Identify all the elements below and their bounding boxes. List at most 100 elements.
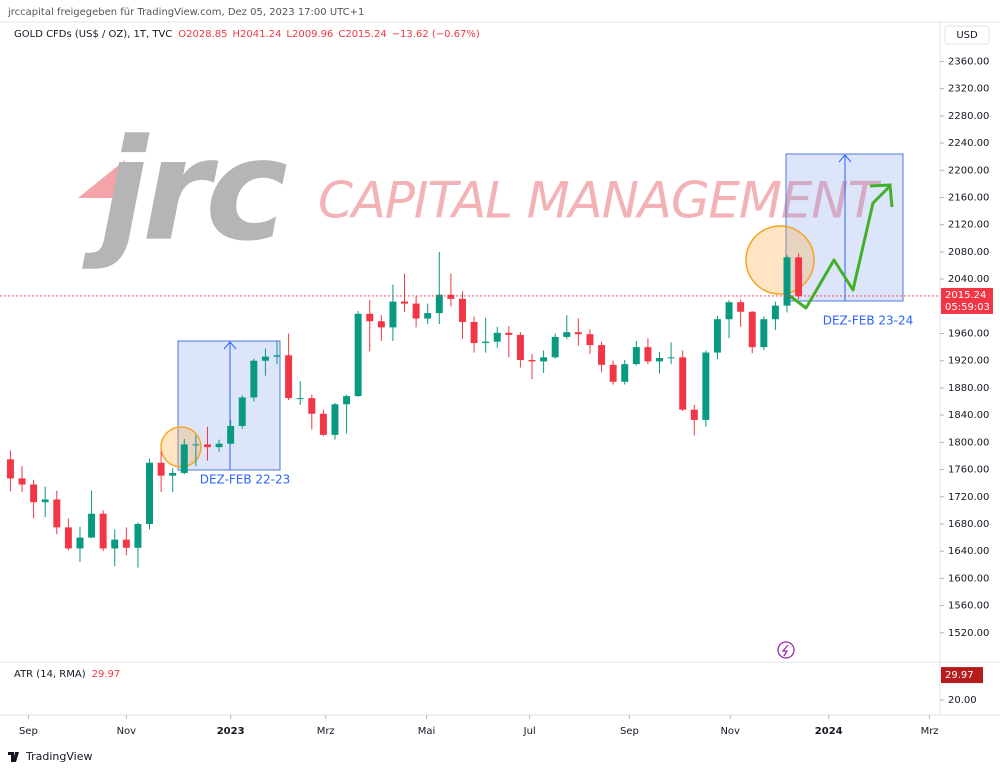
last-price-label: 2015.24 xyxy=(945,290,986,301)
candle-body xyxy=(470,321,478,344)
candle-body xyxy=(737,302,745,312)
x-tick-label: Nov xyxy=(117,726,137,737)
candle-body xyxy=(215,443,223,448)
candle-body xyxy=(679,357,687,410)
x-tick-label: Sep xyxy=(620,726,639,737)
footer-logo-mark xyxy=(8,752,19,762)
x-tick-label: Nov xyxy=(720,726,740,737)
currency-button[interactable] xyxy=(944,25,990,45)
candle-body xyxy=(690,409,698,420)
currency[interactable]: USD xyxy=(956,30,978,41)
forecast-path xyxy=(789,184,892,310)
candle-body xyxy=(482,341,490,344)
x-tick-label: Mrz xyxy=(921,726,939,737)
watermark-text: CAPITAL MANAGEMENT xyxy=(318,172,881,230)
candle-body xyxy=(725,302,733,320)
candle-body xyxy=(667,357,675,359)
arrow-head xyxy=(838,154,852,163)
candle-body xyxy=(343,396,351,405)
candle-body xyxy=(180,444,188,473)
candle-body xyxy=(169,472,177,476)
legend-value: H2041.24 xyxy=(233,29,282,40)
highlight-circle xyxy=(745,225,815,295)
watermark-mark xyxy=(78,160,125,198)
candle-body xyxy=(540,357,548,362)
x-tick-label: Sep xyxy=(19,726,38,737)
footer: TradingView xyxy=(8,750,92,763)
y-tick-label: 1840.00 xyxy=(948,410,989,421)
candle-body xyxy=(458,298,466,322)
x-tick-label: Mai xyxy=(418,726,436,737)
candle-body xyxy=(319,413,327,435)
shared-by: jrccapital freigegeben für TradingView.c… xyxy=(7,7,364,18)
candle-body xyxy=(621,364,629,382)
y-tick-label: 1560.00 xyxy=(948,601,989,612)
candle-body xyxy=(122,539,130,548)
candle-body xyxy=(435,294,443,314)
legend-value: −13.62 (−0.67%) xyxy=(392,29,480,40)
legend: GOLD CFDs (US$ / OZ), 1T, TVC O2028.85 H20… xyxy=(14,29,480,680)
candle-body xyxy=(412,303,420,319)
candle-body xyxy=(586,334,594,346)
y-tick-label: 1680.00 xyxy=(948,519,989,530)
x-tick-label: Mrz xyxy=(317,726,335,737)
candle-body xyxy=(447,294,455,299)
event-icon-bolt xyxy=(781,644,789,657)
candle-body xyxy=(331,404,339,435)
y-tick-label: 2040.00 xyxy=(948,274,989,285)
event-icon[interactable] xyxy=(777,641,795,659)
candle-body xyxy=(493,332,501,342)
y-tick-label: 20.00 xyxy=(948,695,977,706)
candle-body xyxy=(308,398,316,414)
y-tick-label: 1720.00 xyxy=(948,492,989,503)
candle-body xyxy=(505,332,513,335)
candle-body xyxy=(563,332,571,337)
candle-body xyxy=(795,257,803,297)
y-tick-label: 2240.00 xyxy=(948,138,989,149)
candle-body xyxy=(401,301,408,304)
candle-body xyxy=(760,319,768,348)
plot: 1520.00 1560.00 1600.00 1640.00 1680.00 1720.… xyxy=(0,56,993,737)
legend-title: GOLD CFDs (US$ / OZ), 1T, TVC xyxy=(14,29,172,40)
candle-body xyxy=(273,355,281,357)
candle-body xyxy=(551,336,559,358)
candle-body xyxy=(41,499,49,503)
candle-body xyxy=(192,444,200,446)
candle-body xyxy=(6,459,14,479)
candle-body xyxy=(783,257,791,306)
candle-body xyxy=(99,513,107,549)
candle-body xyxy=(30,484,38,503)
y-tick-label: 1760.00 xyxy=(948,465,989,476)
candle-body xyxy=(609,364,617,382)
countdown: 05:59:03 xyxy=(945,302,990,313)
candle-body xyxy=(285,355,293,399)
candle-body xyxy=(598,345,606,365)
y-tick-label: 2200.00 xyxy=(948,165,989,176)
candle-body xyxy=(574,332,582,335)
footer-logo: TradingView xyxy=(25,750,92,763)
candle-body xyxy=(203,444,211,448)
watermark: jrc CAPITAL MANAGEMENT xyxy=(78,110,881,273)
annotation-label: DEZ-FEB 22-23 xyxy=(200,473,291,487)
y-tick-label: 2320.00 xyxy=(948,84,989,95)
y-tick-label: 1600.00 xyxy=(948,573,989,584)
y-tick-label: 1640.00 xyxy=(948,546,989,557)
annotation-label: DEZ-FEB 23-24 xyxy=(823,314,914,328)
range-box xyxy=(177,340,281,471)
indicator-tag xyxy=(941,667,983,684)
y-tick-label: 1880.00 xyxy=(948,383,989,394)
candle-body xyxy=(53,499,61,528)
last-price-tag xyxy=(941,287,993,314)
y-tick-label: 2080.00 xyxy=(948,247,989,258)
candle-body xyxy=(528,360,536,362)
candle-body xyxy=(111,539,119,549)
y-tick-label: 2360.00 xyxy=(948,56,989,67)
arrow-head xyxy=(223,341,237,350)
candle-body xyxy=(366,313,374,322)
y-tick-label: 2160.00 xyxy=(948,192,989,203)
candle-body xyxy=(424,313,432,319)
indicator-value: 29.97 xyxy=(92,669,121,680)
candle-body xyxy=(238,397,246,427)
y-tick-label: 2280.00 xyxy=(948,111,989,122)
